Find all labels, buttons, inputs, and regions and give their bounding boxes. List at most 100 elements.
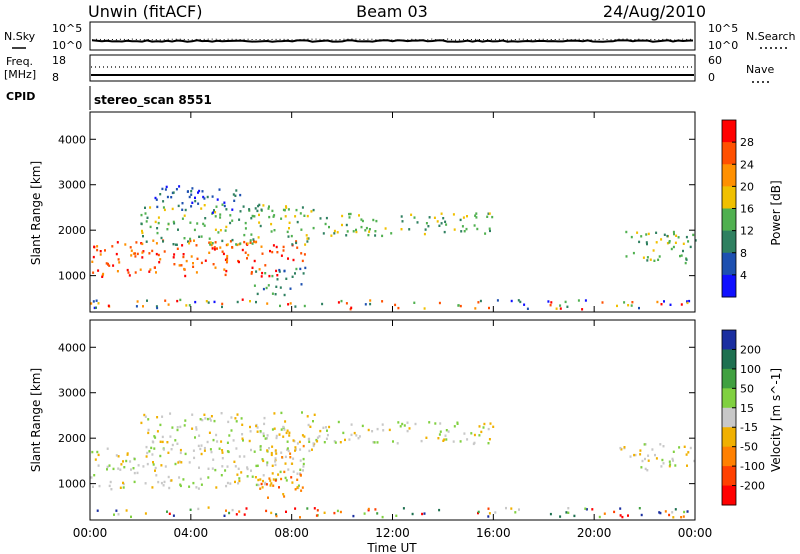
velocity-cell bbox=[261, 458, 264, 461]
velocity-cell bbox=[209, 417, 211, 420]
velocity-cell bbox=[266, 434, 269, 437]
velocity-cell bbox=[619, 446, 622, 450]
power-cell bbox=[208, 241, 211, 244]
velocity-cell bbox=[170, 448, 173, 451]
velocity-cell bbox=[428, 421, 431, 424]
power-cell bbox=[238, 218, 241, 221]
power-cell bbox=[96, 245, 99, 248]
velocity-cell bbox=[271, 428, 274, 431]
power-cell bbox=[261, 252, 264, 255]
power-cell bbox=[555, 307, 558, 310]
velocity-cell bbox=[144, 415, 147, 418]
velocity-cell bbox=[226, 465, 229, 468]
velocity-cell bbox=[285, 431, 288, 435]
power-cell bbox=[141, 242, 144, 246]
power-cell bbox=[289, 287, 292, 290]
power-cell bbox=[197, 202, 200, 205]
x-tick-label: 16:00 bbox=[476, 526, 511, 540]
velocity-cell bbox=[148, 450, 151, 453]
power-colorbar-swatch bbox=[722, 120, 736, 143]
velocity-cell bbox=[350, 423, 353, 426]
velocity-cell bbox=[301, 434, 304, 437]
velocity-cell bbox=[263, 416, 266, 420]
velocity-cell bbox=[267, 496, 269, 499]
velocity-cell bbox=[668, 513, 671, 517]
velocity-cell bbox=[311, 448, 313, 451]
velocity-cell bbox=[402, 507, 405, 510]
velocity-ytick-label: 3000 bbox=[58, 387, 86, 400]
velocity-cell bbox=[283, 428, 286, 431]
power-cell bbox=[99, 253, 102, 256]
velocity-cell bbox=[270, 511, 273, 515]
x-tick-label: 20:00 bbox=[577, 526, 612, 540]
velocity-cell bbox=[627, 514, 629, 517]
power-cell bbox=[206, 195, 209, 199]
velocity-cell bbox=[421, 512, 424, 516]
velocity-cell bbox=[646, 469, 649, 472]
velocity-cell bbox=[687, 451, 690, 454]
velocity-cell bbox=[231, 508, 234, 512]
power-cell bbox=[129, 246, 132, 249]
power-cell bbox=[465, 227, 468, 231]
velocity-cell bbox=[487, 442, 490, 445]
velocity-cell bbox=[97, 464, 100, 467]
power-cell bbox=[296, 246, 299, 249]
velocity-cell bbox=[299, 459, 302, 462]
power-cell bbox=[178, 264, 181, 267]
power-cell bbox=[134, 252, 136, 255]
velocity-cell bbox=[246, 467, 249, 471]
velocity-cell bbox=[584, 507, 587, 510]
station-title: Unwin (fitACF) bbox=[88, 2, 202, 21]
power-cell bbox=[200, 261, 203, 265]
velocity-cell bbox=[494, 511, 497, 514]
velocity-cell bbox=[241, 433, 244, 436]
power-cell bbox=[352, 230, 355, 233]
power-cell bbox=[107, 304, 110, 307]
power-cell bbox=[225, 261, 228, 264]
velocity-cell bbox=[195, 426, 198, 429]
velocity-cell bbox=[241, 423, 244, 426]
velocity-cell bbox=[166, 510, 168, 513]
velocity-cell bbox=[226, 441, 229, 444]
power-cell bbox=[413, 216, 416, 219]
power-cell bbox=[312, 208, 315, 212]
velocity-cell bbox=[224, 469, 227, 472]
power-cell bbox=[333, 232, 336, 235]
power-cell bbox=[198, 235, 201, 238]
power-cell bbox=[341, 223, 343, 227]
velocity-cell bbox=[106, 447, 109, 450]
velocity-cell bbox=[248, 439, 251, 443]
velocity-cell bbox=[96, 450, 99, 454]
power-cell bbox=[188, 195, 191, 199]
velocity-cell bbox=[514, 511, 517, 514]
velocity-cell bbox=[337, 420, 340, 424]
power-cell bbox=[214, 211, 217, 214]
power-cell bbox=[360, 225, 363, 229]
velocity-cell bbox=[289, 456, 292, 459]
velocity-cell bbox=[168, 512, 171, 515]
power-cell bbox=[682, 242, 685, 245]
velocity-cell bbox=[302, 462, 305, 466]
power-cell bbox=[304, 243, 307, 246]
power-cell bbox=[284, 215, 287, 218]
velocity-cell bbox=[634, 453, 637, 457]
velocity-colorbar-swatch bbox=[722, 427, 736, 448]
velocity-cell bbox=[374, 508, 377, 511]
power-cell bbox=[246, 242, 249, 245]
power-cell bbox=[155, 252, 158, 256]
velocity-cell bbox=[301, 411, 303, 414]
power-cell bbox=[364, 229, 367, 232]
velocity-cell bbox=[644, 457, 646, 461]
power-cell bbox=[444, 220, 447, 223]
velocity-cell bbox=[408, 427, 411, 430]
power-cell bbox=[623, 301, 626, 304]
power-cell bbox=[423, 232, 426, 236]
velocity-cell bbox=[245, 507, 248, 510]
power-cell bbox=[271, 250, 274, 254]
power-cell bbox=[299, 267, 302, 271]
power-cell bbox=[223, 201, 226, 204]
power-cell bbox=[282, 245, 285, 249]
power-ytick-label: 4000 bbox=[58, 133, 86, 146]
velocity-cell bbox=[423, 512, 426, 515]
